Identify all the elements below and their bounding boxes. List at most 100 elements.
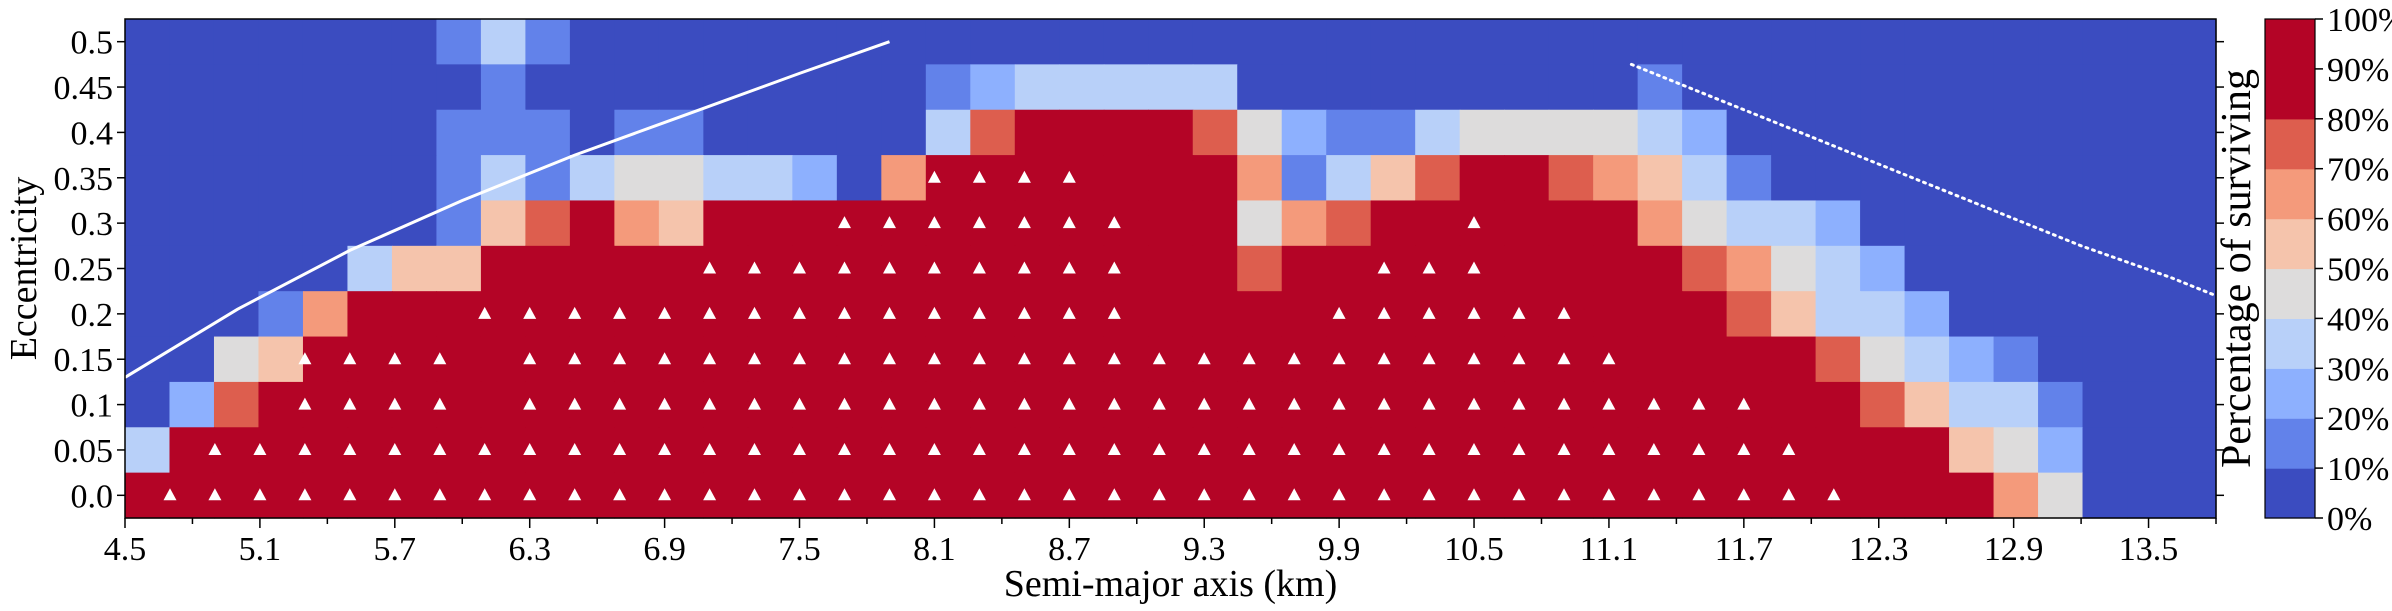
x-tick-label: 5.1 <box>239 531 282 568</box>
triangle-marker <box>1512 443 1526 455</box>
y-axis-ticks: 0.0 0.05 0.1 0.15 0.2 0.25 0.3 0.35 0.4 0.45 0.5 <box>54 25 2224 515</box>
heatmap-cell <box>1993 155 2039 202</box>
triangle-marker <box>1107 443 1121 455</box>
triangle-marker <box>298 352 312 365</box>
triangle-marker <box>838 261 851 274</box>
triangle-marker <box>793 488 806 501</box>
heatmap-cell <box>391 472 438 519</box>
heatmap-cell <box>125 155 171 202</box>
x-tick-label: 12.3 <box>1849 531 1909 568</box>
heatmap-cell <box>1192 200 1238 247</box>
heatmap-cell <box>2127 245 2173 292</box>
heatmap-cell <box>1593 427 1639 474</box>
heatmap-cell <box>1326 427 1372 474</box>
colorbar-segment <box>2265 168 2315 220</box>
heatmap-cell <box>213 155 260 202</box>
colorbar-segment <box>2265 418 2315 469</box>
heatmap-cell <box>169 336 215 383</box>
triangle-marker <box>972 216 986 229</box>
heatmap-cell <box>1281 427 1327 474</box>
x-tick-label: 6.3 <box>508 531 551 568</box>
heatmap-cell <box>1504 381 1550 428</box>
heatmap-cell <box>569 155 615 202</box>
heatmap-cell <box>125 427 171 474</box>
triangle-marker <box>1152 397 1166 410</box>
heatmap-cell <box>125 381 171 428</box>
heatmap-cell <box>2082 291 2128 338</box>
colorbar-tick-label: 0% <box>2327 501 2372 538</box>
heatmap-cell <box>2171 336 2217 383</box>
triangle-marker <box>1692 488 1706 501</box>
heatmap-cell <box>1148 472 1194 519</box>
heatmap-cell <box>1548 19 1594 65</box>
triangle-marker <box>1602 397 1616 410</box>
heatmap-cell <box>347 427 393 474</box>
heatmap-cell <box>747 155 793 202</box>
heatmap-cell <box>1326 381 1372 428</box>
triangle-marker <box>1422 397 1436 410</box>
heatmap-cell <box>1593 200 1639 247</box>
triangle-marker <box>1287 352 1301 365</box>
colorbar-title: Percentage of surviving <box>2214 69 2260 468</box>
heatmap-cell <box>1326 155 1372 202</box>
heatmap-cell <box>836 64 882 111</box>
heatmap-cell <box>1726 336 1772 383</box>
heatmap-cell <box>1370 64 1416 111</box>
heatmap-cell <box>1370 109 1416 156</box>
heatmap-cell <box>213 427 260 474</box>
y-axis-title: Eccentricity <box>3 177 45 361</box>
heatmap-cell <box>169 381 215 428</box>
heatmap-cell <box>1637 336 1683 383</box>
heatmap-cell <box>302 155 349 202</box>
triangle-marker <box>1782 443 1796 455</box>
triangle-marker <box>1062 261 1076 274</box>
heatmap-cell <box>1771 336 1817 383</box>
triangle-marker <box>343 397 357 410</box>
heatmap-cell <box>1415 427 1461 474</box>
heatmap-cell <box>258 109 304 156</box>
triangle-marker <box>1287 488 1301 501</box>
heatmap-cell <box>302 336 349 383</box>
triangle-marker <box>748 306 761 319</box>
colorbar-segment <box>2265 368 2315 419</box>
heatmap-cell <box>1459 155 1505 202</box>
triangle-marker <box>658 488 672 501</box>
heatmap-cell <box>436 245 482 292</box>
triangle-marker <box>1422 306 1436 319</box>
heatmap-cell <box>2171 64 2217 111</box>
heatmap-cell <box>1726 472 1772 519</box>
heatmap-cell <box>792 19 838 65</box>
heatmap-cell <box>258 472 304 519</box>
triangle-marker <box>748 261 761 274</box>
triangle-marker <box>523 488 537 501</box>
triangle-marker <box>1017 216 1031 229</box>
heatmap-cell <box>1370 245 1416 292</box>
heatmap-cell <box>1237 19 1283 65</box>
heatmap-cell <box>2082 245 2128 292</box>
triangle-marker <box>1467 488 1481 501</box>
heatmap-cell <box>1637 64 1683 111</box>
heatmap-cell <box>2082 472 2128 519</box>
heatmap-cell <box>1459 336 1505 383</box>
triangle-marker <box>298 443 312 455</box>
heatmap-cell <box>703 200 749 247</box>
triangle-marker <box>1737 397 1751 410</box>
triangle-marker <box>883 352 896 365</box>
triangle-marker <box>972 443 986 455</box>
heatmap-cell <box>2038 472 2084 519</box>
heatmap-cell <box>569 64 615 111</box>
heatmap-cell <box>1192 155 1238 202</box>
heatmap-cell <box>1593 155 1639 202</box>
heatmap-cell <box>1682 245 1728 292</box>
triangle-marker <box>927 443 941 455</box>
triangle-marker <box>343 443 357 455</box>
triangle-marker <box>1422 443 1436 455</box>
heatmap-cell <box>125 291 171 338</box>
heatmap-cell <box>1637 155 1683 202</box>
heatmap-cell <box>436 155 482 202</box>
heatmap-cell <box>1682 472 1728 519</box>
heatmap-cell <box>1059 109 1105 156</box>
heatmap-cell <box>1771 472 1817 519</box>
triangle-marker <box>972 352 986 365</box>
heatmap-cell <box>1415 291 1461 338</box>
